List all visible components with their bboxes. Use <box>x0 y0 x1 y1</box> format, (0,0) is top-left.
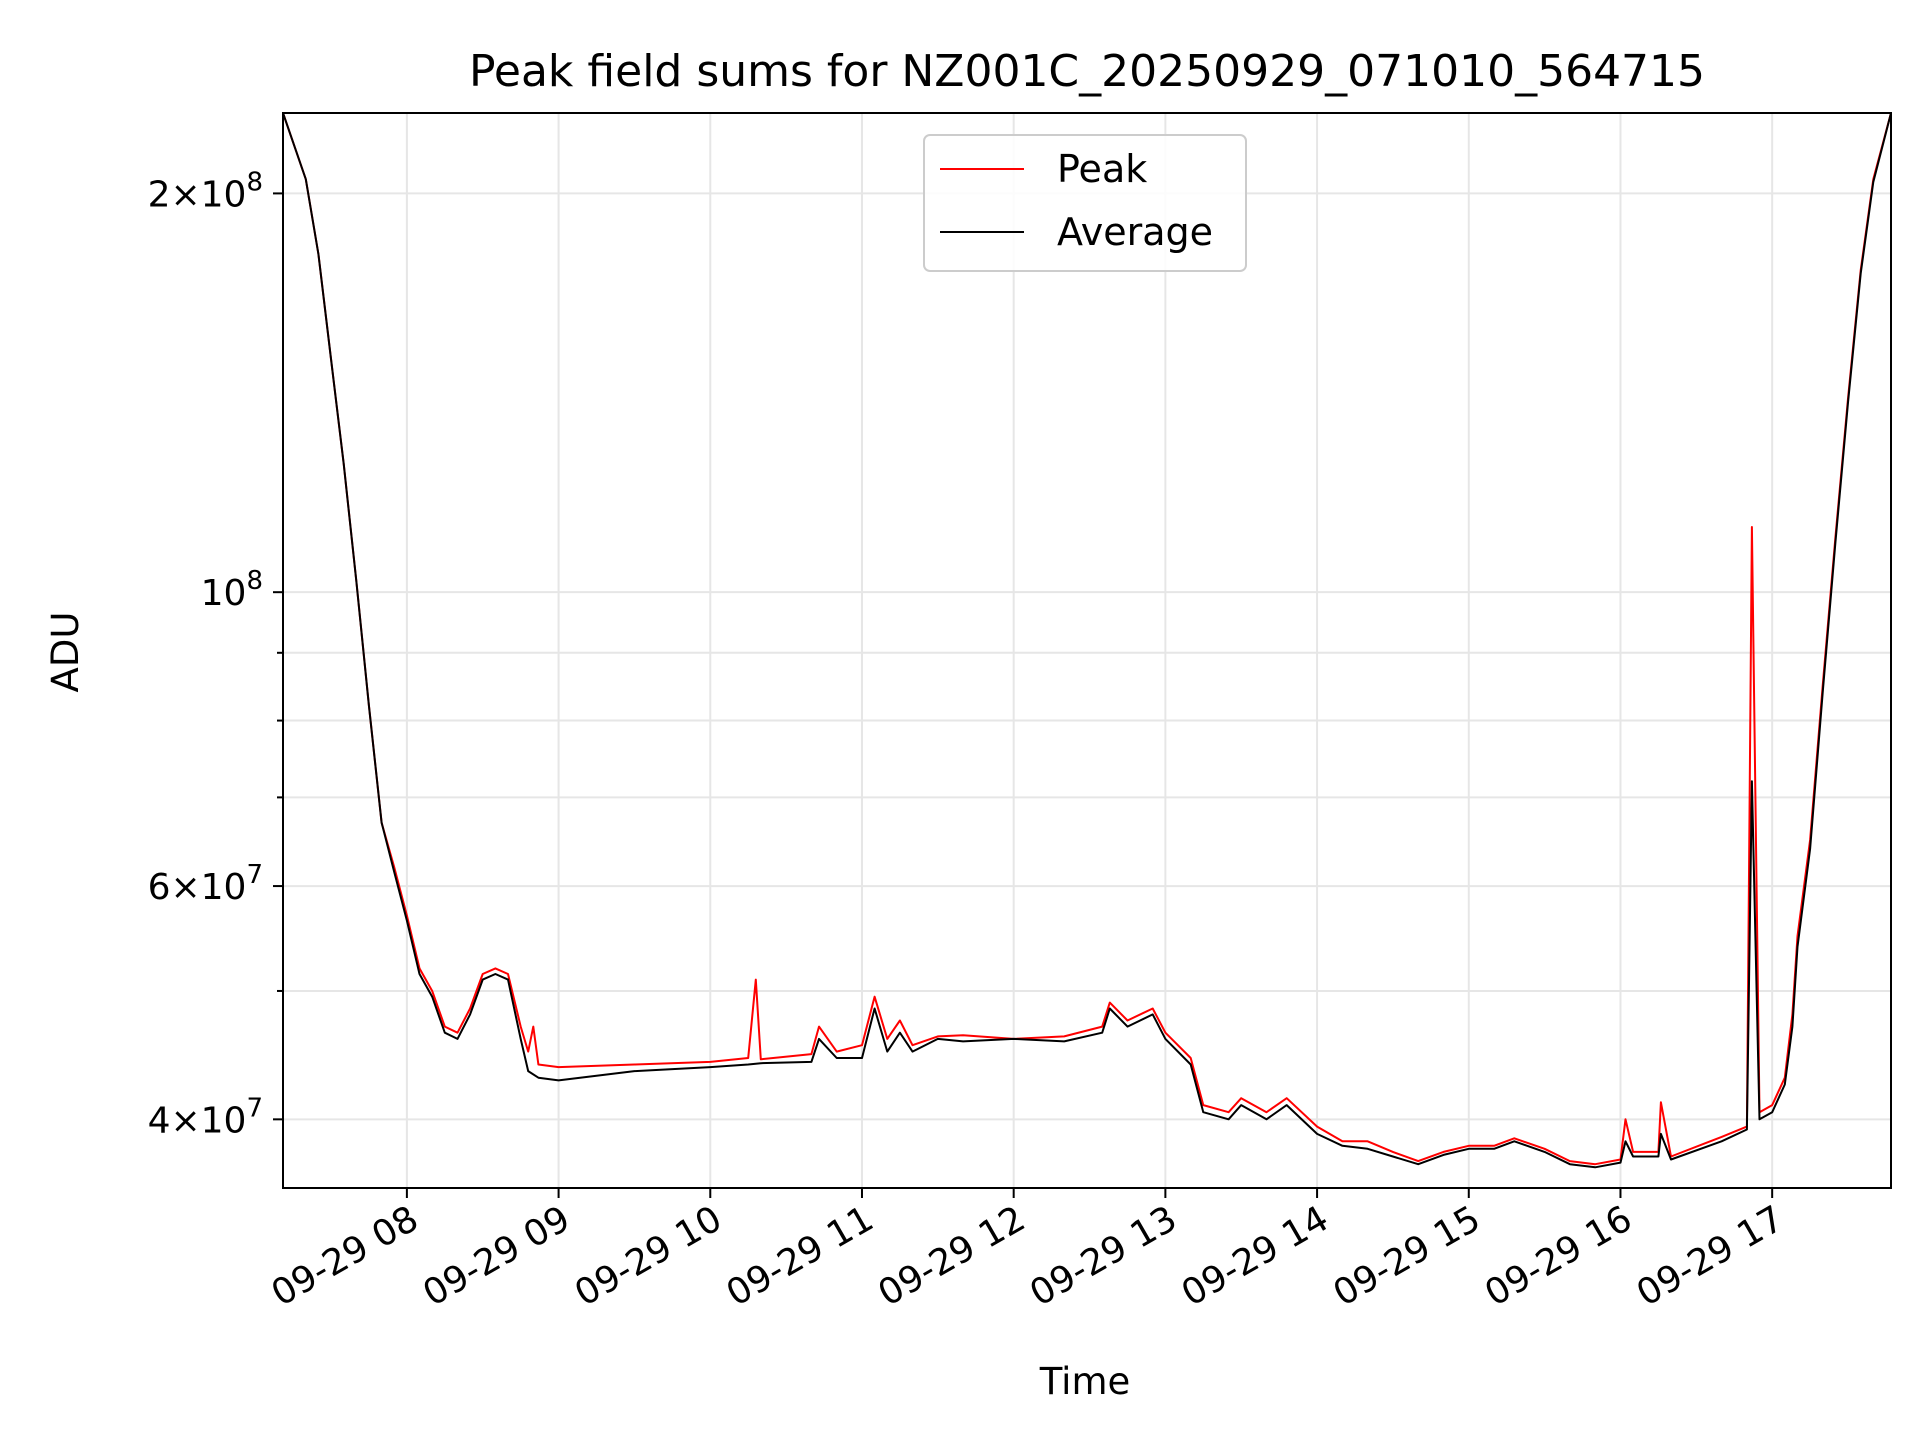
series-line-peak <box>282 112 1892 1166</box>
y-tick-label: 2×108 <box>148 167 263 215</box>
chart-title: Peak field sums for NZ001C_20250929_0710… <box>469 46 1705 97</box>
legend-label-average: Average <box>1057 210 1213 254</box>
series-line-average <box>282 112 1892 1169</box>
legend: Peak Average <box>923 134 1247 272</box>
plot-frame <box>282 112 1892 1189</box>
grid <box>283 113 1891 1188</box>
y-tick-label: 4×107 <box>148 1093 263 1141</box>
legend-label-peak: Peak <box>1057 147 1147 191</box>
y-axis-label: ADU <box>44 612 87 693</box>
series-layer <box>282 112 1892 1169</box>
y-tick-label: 6×107 <box>148 860 263 908</box>
x-axis-label: Time <box>1039 1360 1131 1403</box>
